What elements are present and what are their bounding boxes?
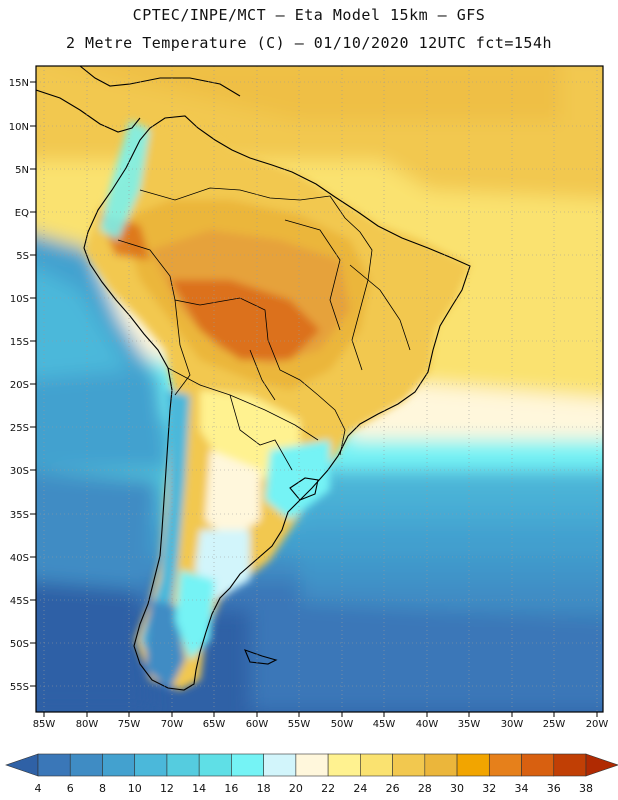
colorbar-swatch xyxy=(134,753,168,777)
colorbar-swatch xyxy=(102,753,136,777)
lat-label: 25S xyxy=(10,423,29,434)
colorbar-arrow-low xyxy=(5,753,39,777)
colorbar-swatch xyxy=(69,753,103,777)
colorbar-label: 20 xyxy=(289,782,303,795)
map-title-line1: CPTEC/INPE/MCT – Eta Model 15km – GFS xyxy=(132,6,486,24)
colorbar-swatch xyxy=(521,753,555,777)
lon-label: 55W xyxy=(288,719,311,730)
colorbar-swatch xyxy=(263,753,297,777)
lon-label: 50W xyxy=(331,719,354,730)
longitude-labels: 85W 80W 75W 70W 65W 60W 55W 50W 45W 40W … xyxy=(33,719,609,730)
lat-label: 5N xyxy=(15,165,29,176)
colorbar-label: 6 xyxy=(67,782,74,795)
lon-label: 40W xyxy=(416,719,439,730)
tick-marks xyxy=(30,81,598,717)
colorbar-swatch xyxy=(456,753,490,777)
colorbar-label: 4 xyxy=(35,782,42,795)
lat-label: 55S xyxy=(10,682,29,693)
colorbar-swatch xyxy=(231,753,264,777)
colorbar-label: 16 xyxy=(224,782,238,795)
coastline xyxy=(36,66,471,691)
lon-label: 85W xyxy=(33,719,56,730)
colorbar-label: 18 xyxy=(257,782,271,795)
lat-label: 5S xyxy=(16,251,29,262)
colorbar-swatch xyxy=(37,753,71,777)
lat-label: 45S xyxy=(10,596,29,607)
lat-label: 30S xyxy=(10,466,29,477)
lat-label: 15N xyxy=(9,78,29,89)
temperature-field xyxy=(36,66,603,712)
colorbar-label: 10 xyxy=(128,782,142,795)
lon-label: 25W xyxy=(543,719,566,730)
colorbar-swatch xyxy=(488,753,522,777)
lon-label: 60W xyxy=(246,719,269,730)
colorbar-label: 12 xyxy=(160,782,174,795)
colorbar-swatch xyxy=(392,753,426,777)
colorbar-swatch xyxy=(166,753,200,777)
lon-label: 30W xyxy=(501,719,524,730)
lat-label: 20S xyxy=(10,380,29,391)
lat-label: 35S xyxy=(10,510,29,521)
colorbar-label: 24 xyxy=(353,782,367,795)
country-borders xyxy=(117,187,411,471)
lat-label: EQ xyxy=(15,208,29,219)
colorbar-label: 14 xyxy=(192,782,206,795)
map-frame xyxy=(35,65,604,713)
lat-label: 10N xyxy=(9,122,29,133)
graticule xyxy=(36,66,603,712)
colorbar-label: 38 xyxy=(579,782,593,795)
colorbar-label: 28 xyxy=(418,782,432,795)
colorbar-label: 30 xyxy=(450,782,464,795)
colorbar-label: 22 xyxy=(321,782,335,795)
lon-label: 80W xyxy=(76,719,99,730)
colorbar-label: 26 xyxy=(386,782,400,795)
colorbar-swatch xyxy=(553,753,587,777)
colorbar-arrow-high xyxy=(585,753,618,777)
colorbar-swatch xyxy=(295,753,329,777)
colorbar-swatch xyxy=(424,753,458,777)
colorbar-label: 36 xyxy=(547,782,561,795)
latitude-labels: 15N 10N 5N EQ 5S 10S 15S 20S 25S 30S 35S… xyxy=(9,78,29,693)
lon-label: 75W xyxy=(118,719,141,730)
color-legend: 4 6 8 10 12 14 16 18 20 22 24 26 28 30 32 34 36 38 xyxy=(5,753,618,795)
colorbar-label: 32 xyxy=(482,782,496,795)
colorbar-swatch xyxy=(198,753,232,777)
lat-label: 50S xyxy=(10,639,29,650)
lon-label: 45W xyxy=(373,719,396,730)
lat-label: 40S xyxy=(10,553,29,564)
lat-label: 10S xyxy=(10,294,29,305)
colorbar-label: 34 xyxy=(515,782,529,795)
lon-label: 20W xyxy=(586,719,609,730)
colorbar-swatch xyxy=(327,753,361,777)
lon-label: 65W xyxy=(203,719,226,730)
lon-label: 35W xyxy=(458,719,481,730)
lon-label: 70W xyxy=(161,719,184,730)
lat-label: 15S xyxy=(10,337,29,348)
map-title-line2: 2 Metre Temperature (C) – 01/10/2020 12U… xyxy=(65,34,553,52)
colorbar-swatch xyxy=(360,753,393,777)
colorbar-label: 8 xyxy=(99,782,106,795)
